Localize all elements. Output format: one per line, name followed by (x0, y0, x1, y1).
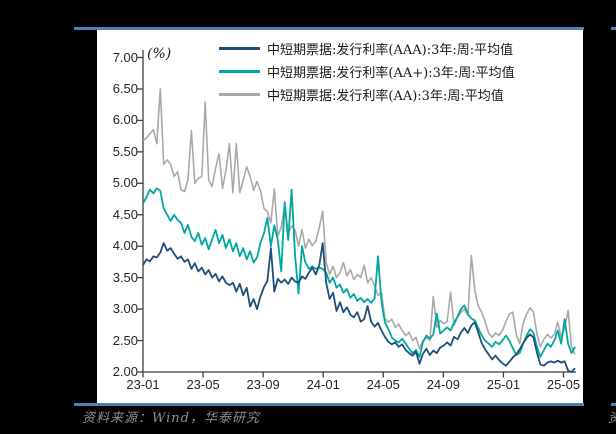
x-axis-tick-label: 25-01 (486, 377, 521, 392)
x-axis-tick-label: 23-09 (246, 377, 280, 392)
x-axis-tick-label: 23-05 (186, 377, 220, 392)
chart-legend: 中短期票据:发行利率(AAA):3年:周:平均值 中短期票据:发行利率(AA+):… (219, 37, 515, 106)
source-note: 资料来源：Wind，华泰研究 (82, 411, 260, 426)
legend-line-swatch (219, 70, 260, 73)
y-axis-tick-label: 5.00 (112, 175, 138, 191)
top-divider-line (74, 27, 584, 30)
y-axis-tick-label: 6.50 (112, 80, 138, 96)
x-axis-tick-label: 23-01 (126, 377, 160, 392)
adjacent-page-text-fragment: 资 (608, 407, 616, 426)
y-axis-tick-label: 2.00 (112, 364, 138, 379)
series-line-aa (142, 88, 576, 355)
legend-line-swatch (219, 47, 260, 50)
x-axis-tick-label: 25-05 (546, 377, 581, 392)
legend-label: 中短期票据:发行利率(AAA):3年:周:平均值 (267, 43, 514, 58)
y-axis-tick-label: 3.50 (112, 269, 138, 285)
x-axis-tick-label: 24-09 (426, 377, 460, 392)
y-axis-tick-label: 6.00 (112, 112, 138, 128)
series-line-aa-plus (142, 187, 576, 358)
legend-item: 中短期票据:发行利率(AA+):3年:周:平均值 (219, 60, 515, 83)
x-axis-tick-label: 24-01 (306, 377, 340, 392)
y-axis-tick-label: 3.00 (112, 301, 138, 317)
y-axis-tick-label: 5.50 (112, 143, 138, 159)
bottom-divider-line (74, 403, 584, 406)
legend-label: 中短期票据:发行利率(AA):3年:周:平均值 (267, 89, 504, 104)
x-axis-tick-label: 24-05 (366, 377, 400, 392)
adjacent-column-top-divider (611, 27, 616, 30)
y-axis-tick-label: 7.00 (112, 49, 138, 65)
legend-item: 中短期票据:发行利率(AAA):3年:周:平均值 (219, 37, 515, 60)
legend-label: 中短期票据:发行利率(AA+):3年:周:平均值 (267, 66, 515, 81)
y-axis-tick-label: 4.50 (112, 206, 138, 222)
y-axis-unit-label: (%) (147, 46, 172, 62)
legend-line-swatch (219, 93, 260, 96)
adjacent-column-bottom-divider (611, 403, 616, 406)
y-axis-tick-label: 2.50 (112, 332, 138, 348)
legend-item: 中短期票据:发行利率(AA):3年:周:平均值 (219, 83, 515, 106)
series-line-aaa (142, 242, 576, 373)
y-axis-tick-label: 4.00 (112, 238, 138, 254)
